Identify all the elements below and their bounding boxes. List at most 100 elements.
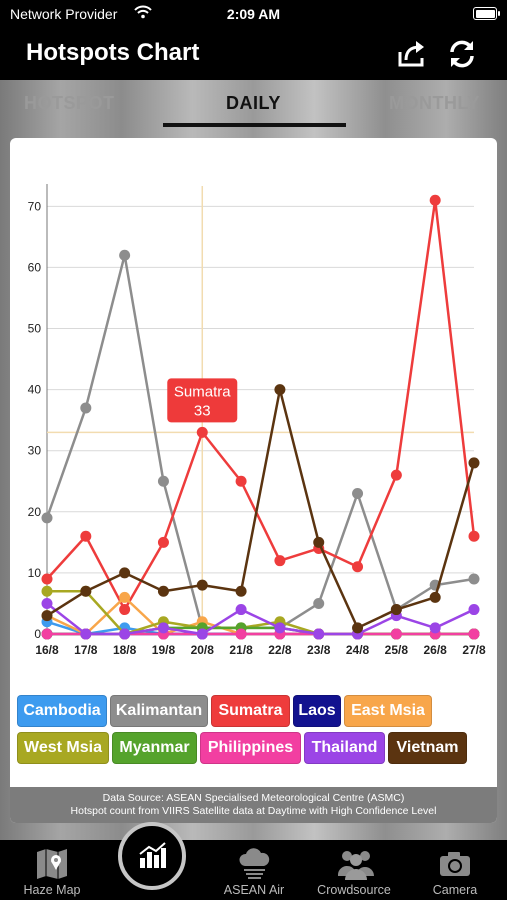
legend-chip-philippines[interactable]: Philippines <box>200 732 301 764</box>
data-point <box>119 591 131 603</box>
data-point <box>235 604 247 616</box>
data-point <box>196 579 208 591</box>
tab-crowdsource-label: Crowdsource <box>317 883 391 897</box>
y-tick-label: 10 <box>28 566 42 580</box>
x-tick-label: 27/8 <box>462 643 486 657</box>
share-icon[interactable] <box>396 38 428 70</box>
people-icon <box>337 851 374 880</box>
data-point <box>41 585 53 597</box>
y-tick-label: 70 <box>28 199 42 213</box>
source-line-2: Hotspot count from VIIRS Satellite data … <box>70 805 437 817</box>
series-line-vietnam <box>46 388 476 630</box>
clock: 2:09 AM <box>226 6 281 22</box>
data-point <box>313 597 325 609</box>
tooltip-value: 33 <box>194 402 211 419</box>
x-tick-label: 26/8 <box>424 643 448 657</box>
data-point <box>274 622 286 634</box>
tooltip-box <box>167 378 238 423</box>
bar-chart-icon <box>139 842 166 868</box>
data-point <box>468 604 480 616</box>
y-tick-label: 50 <box>28 322 42 336</box>
data-point <box>41 512 53 524</box>
data-point <box>157 622 169 634</box>
data-point <box>119 249 131 261</box>
x-tick-label: 24/8 <box>346 643 370 657</box>
data-point <box>157 475 169 487</box>
legend-chip-vietnam[interactable]: Vietnam <box>388 732 467 764</box>
chart-card: 0 10 20 30 40 50 60 70 16/8 17/8 18/8 19/8 20/8 21/8 2… <box>10 138 497 823</box>
battery-icon <box>473 7 500 20</box>
tab-chart[interactable] <box>118 822 186 890</box>
data-point <box>429 194 441 206</box>
data-point <box>157 585 169 597</box>
series-line-sumatra <box>46 198 476 611</box>
tab-monthly[interactable]: MONTHLY <box>389 93 480 113</box>
legend-chip-thailand[interactable]: Thailand <box>304 732 385 764</box>
data-point <box>468 573 480 585</box>
series-line-kalimantan <box>45 253 475 630</box>
nav-bar: Hotspots Chart <box>0 30 507 80</box>
y-tick-label: 20 <box>28 505 42 519</box>
data-point <box>274 384 286 396</box>
data-point <box>119 567 131 579</box>
series-line-thailand <box>46 602 475 636</box>
data-point <box>41 610 53 622</box>
data-point <box>429 591 441 603</box>
x-tick-label: 16/8 <box>35 643 59 657</box>
legend-chip-east-msia[interactable]: East Msia <box>344 695 432 727</box>
tab-camera-label: Camera <box>432 883 478 897</box>
tab-haze-map[interactable]: Haze Map <box>7 840 97 900</box>
data-point <box>235 628 247 640</box>
data-point <box>468 457 480 469</box>
legend-chip-west-msia[interactable]: West Msia <box>17 732 109 764</box>
wifi-icon <box>134 5 152 19</box>
data-point <box>274 555 286 567</box>
x-tick-label: 20/8 <box>191 643 215 657</box>
legend-chip-kalimantan[interactable]: Kalimantan <box>110 695 208 727</box>
data-point <box>352 561 364 573</box>
data-point <box>119 628 131 640</box>
data-point <box>80 628 92 640</box>
tab-crowdsource[interactable]: Crowdsource <box>309 840 399 900</box>
carrier-label: Network Provider <box>10 6 118 22</box>
data-point <box>41 573 53 585</box>
status-bar: Network Provider 2:09 AM <box>0 0 507 30</box>
x-tick-label: 21/8 <box>229 643 253 657</box>
data-point <box>196 628 208 640</box>
content-area: HOTSPOT DAILY MONTHLY 0 10 20 30 40 50 60 70 16/… <box>0 80 507 840</box>
legend-chip-cambodia[interactable]: Cambodia <box>17 695 107 727</box>
x-tick-label: 17/8 <box>74 643 98 657</box>
data-point <box>157 536 169 548</box>
map-icon <box>37 849 67 879</box>
tab-asean-air[interactable]: ASEAN Air <box>209 840 299 900</box>
data-point <box>80 530 92 542</box>
tab-daily[interactable]: DAILY <box>226 93 281 113</box>
data-point <box>196 426 208 438</box>
data-point <box>80 402 92 414</box>
legend-chip-laos[interactable]: Laos <box>293 695 341 727</box>
legend-chip-myanmar[interactable]: Myanmar <box>112 732 197 764</box>
tab-hotspot[interactable]: HOTSPOT <box>24 93 115 113</box>
selected-tab-indicator <box>163 123 346 127</box>
bottom-tab-bar: Haze Map ASEAN Air Crowdsource <box>0 822 507 900</box>
tab-camera[interactable]: Camera <box>410 840 500 900</box>
legend-chip-sumatra[interactable]: Sumatra <box>211 695 290 727</box>
data-point <box>235 585 247 597</box>
data-point <box>352 487 364 499</box>
data-point <box>80 585 92 597</box>
data-point <box>390 604 402 616</box>
tooltip-series: Sumatra <box>174 383 231 400</box>
data-point <box>41 597 53 609</box>
tab-haze-map-label: Haze Map <box>23 883 81 897</box>
hotspot-line-chart[interactable]: 0 10 20 30 40 50 60 70 16/8 17/8 18/8 19/8 20/8 21/8 2… <box>10 138 497 688</box>
data-point <box>390 469 402 481</box>
y-tick-label: 40 <box>28 383 42 397</box>
y-tick-label: 60 <box>28 260 42 274</box>
data-point <box>41 628 53 640</box>
x-tick-label: 25/8 <box>385 643 409 657</box>
data-point <box>468 628 480 640</box>
refresh-icon[interactable] <box>446 38 478 70</box>
x-tick-label: 19/8 <box>152 643 176 657</box>
y-tick-label: 30 <box>28 444 42 458</box>
data-point <box>313 536 325 548</box>
